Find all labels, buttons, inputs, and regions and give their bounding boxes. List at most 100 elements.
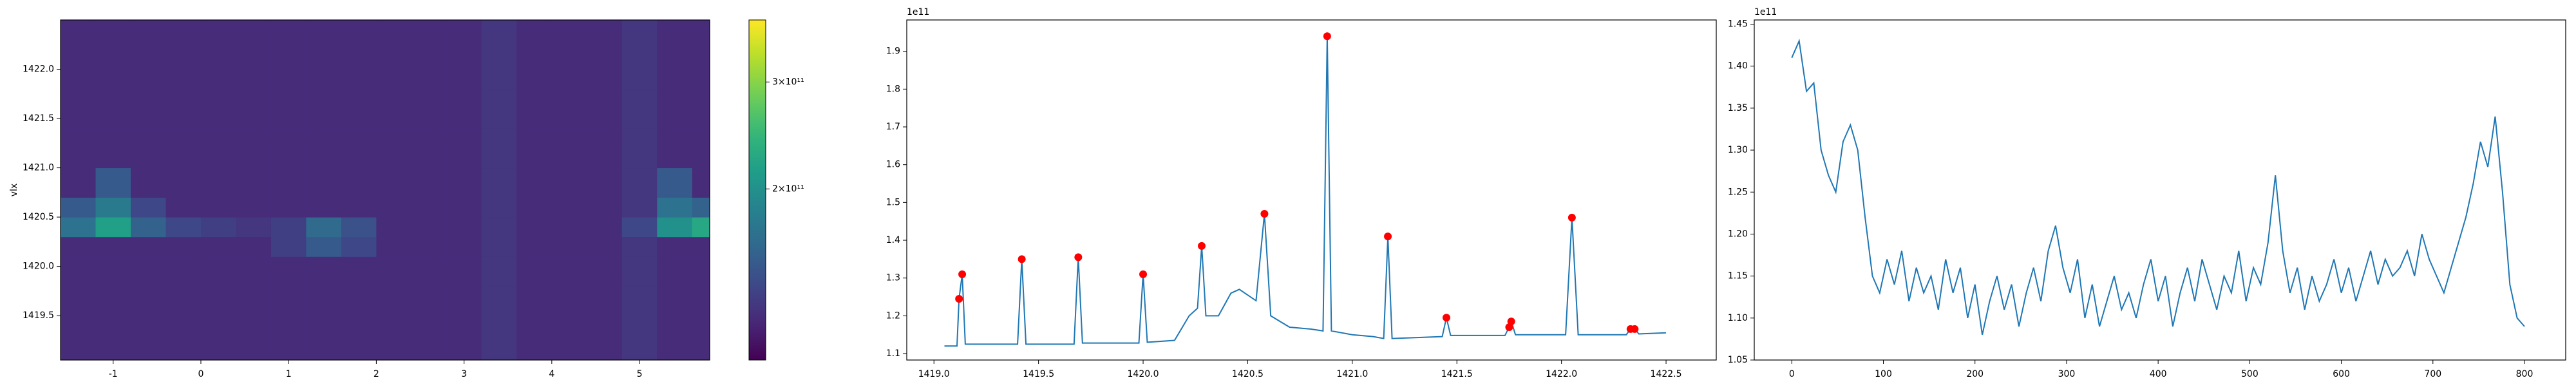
heat-cell [411, 89, 447, 129]
heat-cell [236, 217, 272, 238]
y-axis-label: vlx [9, 184, 19, 196]
heat-cell [95, 197, 131, 218]
heat-cell [95, 217, 131, 238]
heat-cell [621, 236, 658, 257]
heat-cell [270, 20, 307, 50]
x-tick-label: 1419.0 [918, 369, 950, 379]
heat-cell [95, 49, 131, 90]
heat-cell [692, 325, 710, 361]
heat-cell [516, 236, 553, 257]
heat-cell [166, 128, 202, 169]
heat-cell [692, 256, 710, 287]
heat-cell [446, 236, 482, 257]
heat-cell [481, 197, 517, 218]
heat-cell [306, 217, 342, 238]
heat-cell [587, 217, 623, 238]
y-tick-label: 1.9 [886, 46, 900, 57]
heat-cell [446, 89, 482, 129]
y-tick-label: 1.20 [1728, 229, 1748, 239]
heat-cell [657, 89, 693, 129]
heat-cell [621, 20, 658, 50]
heat-cell [200, 217, 236, 238]
heat-cell [692, 128, 710, 169]
heat-cell [481, 286, 517, 326]
heat-cell [95, 128, 131, 169]
y-tick-label: 1.2 [886, 310, 900, 321]
heat-cell [376, 128, 412, 169]
heat-cell [692, 49, 710, 90]
heat-cell [587, 325, 623, 361]
heat-cell [95, 167, 131, 198]
heat-cell [130, 197, 166, 218]
peak-marker [1323, 32, 1331, 41]
x-tick-label: 1 [286, 369, 292, 379]
heat-cell [516, 217, 553, 238]
heat-cell [341, 128, 377, 169]
heat-cell [376, 197, 412, 218]
heat-cell [411, 20, 447, 50]
heat-cell [166, 89, 202, 129]
heat-cell [236, 286, 272, 326]
heat-cell [130, 20, 166, 50]
heat-cell [376, 167, 412, 198]
y-tick-label: 1.7 [886, 122, 900, 132]
y-tick-label: 1.45 [1728, 19, 1748, 30]
heat-cell [481, 325, 517, 361]
heat-cell [130, 49, 166, 90]
heat-cell [481, 89, 517, 129]
heat-cell [166, 256, 202, 287]
heat-cell [692, 217, 710, 238]
heat-cell [200, 286, 236, 326]
y-tick-label: 1.25 [1728, 187, 1748, 197]
peak-marker [955, 294, 963, 303]
y-tick-label: 1420.0 [23, 261, 54, 272]
heat-cell [551, 236, 587, 257]
heat-cell [166, 236, 202, 257]
heat-cell [446, 49, 482, 90]
heat-cell [621, 49, 658, 90]
x-tick-label: 1421.5 [1441, 369, 1473, 379]
offset-label: 1e11 [1754, 7, 1777, 17]
heat-cell [411, 197, 447, 218]
heat-cell [621, 197, 658, 218]
heat-cell [621, 217, 658, 238]
heat-cell [551, 89, 587, 129]
axes-frame [1754, 19, 2566, 361]
x-tick-label: 2 [374, 369, 379, 379]
y-tick-label: 1421.5 [23, 113, 54, 124]
heat-cell [657, 197, 693, 218]
heat-cell [516, 128, 553, 169]
heat-cell [61, 20, 96, 50]
heat-cell [481, 20, 517, 50]
heat-cell [692, 20, 710, 50]
heat-cell [130, 167, 166, 198]
heat-cell [551, 197, 587, 218]
heat-cell [95, 89, 131, 129]
heat-cell [551, 286, 587, 326]
heat-cell [200, 128, 236, 169]
heat-cell [657, 20, 693, 50]
heat-cell [621, 128, 658, 169]
heat-cell [376, 217, 412, 238]
x-tick-label: 1420.0 [1128, 369, 1159, 379]
colorbar-tick-label: 2×10¹¹ [772, 184, 804, 194]
heat-cell [657, 236, 693, 257]
peak-marker [1443, 314, 1450, 322]
y-tick-label: 1.10 [1728, 313, 1748, 323]
x-tick-label: 100 [1875, 369, 1892, 379]
heat-cell [306, 286, 342, 326]
x-tick-label: 1420.5 [1232, 369, 1264, 379]
heat-cell [551, 325, 587, 361]
heat-cell [692, 286, 710, 326]
x-tick-label: 500 [2241, 369, 2259, 379]
heat-cell [587, 197, 623, 218]
heat-cell [61, 89, 96, 129]
peak-marker [1197, 242, 1206, 250]
heat-cell [270, 167, 307, 198]
heat-cell [587, 167, 623, 198]
heat-cell [551, 167, 587, 198]
x-tick-label: 200 [1966, 369, 1984, 379]
heat-cell [130, 256, 166, 287]
heat-cell [130, 325, 166, 361]
